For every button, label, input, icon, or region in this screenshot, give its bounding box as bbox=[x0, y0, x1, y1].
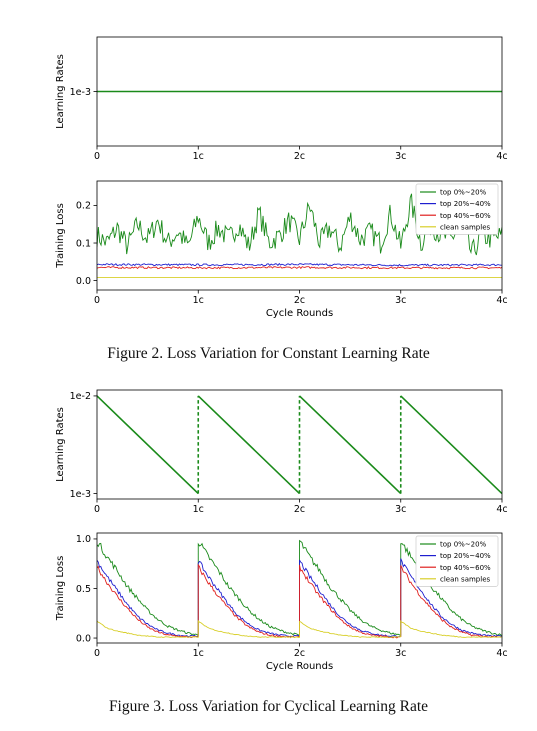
series-line-3 bbox=[97, 619, 502, 638]
x-tick-label: 4c bbox=[496, 648, 507, 659]
y-tick-label: 0.1 bbox=[76, 238, 91, 249]
legend-label: top 20%~40% bbox=[440, 200, 491, 208]
figure2-caption: Figure 2. Loss Variation for Constant Le… bbox=[107, 345, 430, 362]
chart-fig3-training-loss: 0 1c 2c 3c 4c 0.0 0.5 1.0 Training Loss Cycle Rou… bbox=[55, 532, 508, 672]
x-tick-label: 3c bbox=[395, 295, 406, 306]
chart-fig2-training-loss: 0 1c 2c 3c 4c 0.0 0.1 0.2 Training Loss Cycle Rou… bbox=[55, 180, 508, 319]
series-line-2 bbox=[97, 266, 502, 270]
x-tick-label: 2c bbox=[294, 295, 305, 306]
series-group bbox=[97, 395, 502, 495]
y-axis-label: Training Loss bbox=[55, 556, 66, 622]
x-tick-label: 1c bbox=[193, 648, 204, 659]
x-tick-label: 1c bbox=[193, 504, 204, 515]
y-axis-label: Learning Rates bbox=[55, 54, 66, 129]
y-tick-label: 1.0 bbox=[76, 534, 91, 545]
legend: top 0%~20% top 20%~40% top 40%~60% clean sa… bbox=[415, 535, 499, 587]
x-tick-label: 3c bbox=[395, 151, 406, 162]
x-tick-label: 0 bbox=[94, 151, 100, 162]
legend-label: top 40%~60% bbox=[440, 212, 491, 220]
series-line-0 bbox=[97, 395, 199, 495]
x-tick-label: 2c bbox=[294, 504, 305, 515]
legend-label: clean samples bbox=[440, 223, 491, 231]
y-axis-label: Learning Rates bbox=[55, 407, 66, 482]
series-line-6 bbox=[400, 395, 502, 495]
series-group bbox=[97, 539, 502, 639]
legend: top 0%~20% top 20%~40% top 40%~60% clean sa… bbox=[415, 183, 499, 235]
x-axis-label: Cycle Rounds bbox=[266, 661, 333, 672]
x-tick-label: 0 bbox=[94, 295, 100, 306]
legend-label: top 20%~40% bbox=[440, 552, 491, 560]
figure3-caption: Figure 3. Loss Variation for Cyclical Le… bbox=[108, 698, 429, 715]
series-line-4 bbox=[298, 395, 402, 495]
legend-label: top 0%~20% bbox=[440, 189, 487, 197]
x-tick-label: 3c bbox=[395, 504, 406, 515]
y-tick-label: 0.2 bbox=[76, 201, 91, 212]
legend-label: top 40%~60% bbox=[440, 564, 491, 572]
x-tick-label: 1c bbox=[193, 295, 204, 306]
y-tick-label: 1e-3 bbox=[70, 87, 91, 98]
x-tick-label: 2c bbox=[294, 151, 305, 162]
x-tick-label: 3c bbox=[395, 648, 406, 659]
x-tick-label: 0 bbox=[94, 648, 100, 659]
y-tick-label: 0.5 bbox=[76, 584, 91, 595]
series-group bbox=[97, 193, 502, 279]
x-tick-label: 4c bbox=[496, 295, 507, 306]
x-tick-label: 1c bbox=[193, 151, 204, 162]
y-tick-label: 1e-2 bbox=[70, 391, 91, 402]
y-axis-label: Training Loss bbox=[55, 203, 66, 269]
legend-label: top 0%~20% bbox=[440, 541, 487, 549]
x-axis-label: Cycle Rounds bbox=[266, 308, 333, 319]
series-line-1 bbox=[97, 262, 502, 267]
y-tick-label: 0.0 bbox=[76, 633, 91, 644]
series-line-2 bbox=[197, 395, 301, 495]
series-line-0 bbox=[97, 193, 502, 256]
y-tick-label: 1e-3 bbox=[70, 489, 91, 500]
chart-fig2-learning-rate: 0 1c 2c 3c 4c 1e-3 Learning Rates bbox=[55, 36, 508, 162]
x-tick-label: 2c bbox=[294, 648, 305, 659]
y-tick-label: 0.0 bbox=[76, 276, 91, 287]
x-tick-label: 4c bbox=[496, 151, 507, 162]
legend-label: clean samples bbox=[440, 575, 491, 583]
chart-fig3-learning-rate: 0 1c 2c 3c 4c 1e-2 1e-3 Learning Rates bbox=[55, 389, 508, 515]
x-tick-label: 0 bbox=[94, 504, 100, 515]
x-tick-label: 4c bbox=[496, 504, 507, 515]
